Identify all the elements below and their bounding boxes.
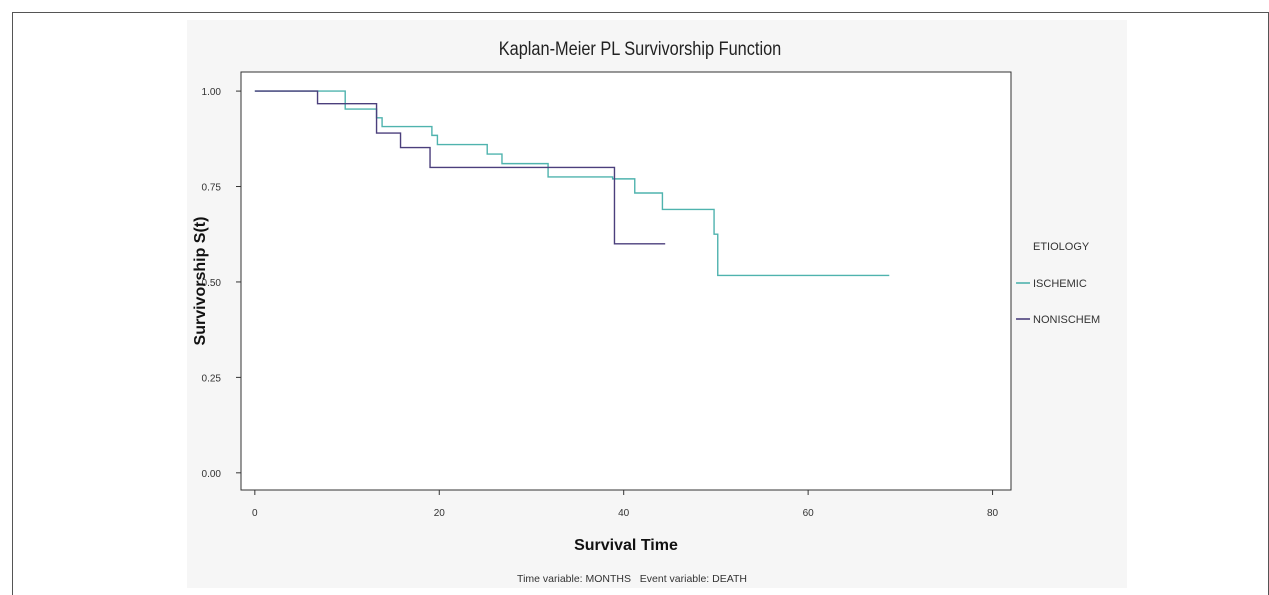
y-axis-label: Survivorship S(t) <box>192 217 209 346</box>
axis-ticks: 0 20 40 60 80 0.00 0.25 0.50 0.75 1.00 <box>202 87 999 519</box>
x-tick-label: 20 <box>434 508 446 519</box>
y-tick-label: 0.50 <box>202 278 222 289</box>
legend-label-ischemic: ISCHEMIC <box>1033 278 1087 290</box>
series-ischemic-line <box>254 90 890 277</box>
legend: ETIOLOGY ISCHEMIC NONISCHEM <box>1016 241 1100 326</box>
legend-title: ETIOLOGY <box>1033 241 1090 253</box>
chart-title: Kaplan-Meier PL Survivorship Function <box>499 38 781 59</box>
series-lines <box>254 90 890 277</box>
y-tick-label: 1.00 <box>202 87 222 98</box>
x-tick-label: 0 <box>252 508 258 519</box>
legend-label-nonischem: NONISCHEM <box>1033 314 1100 326</box>
y-tick-label: 0.25 <box>202 373 222 384</box>
series-nonischem-line <box>254 90 666 245</box>
x-axis-label: Survival Time <box>574 537 678 554</box>
x-tick-label: 80 <box>987 508 999 519</box>
y-tick-label: 0.00 <box>202 469 222 480</box>
x-tick-label: 60 <box>803 508 815 519</box>
x-tick-label: 40 <box>618 508 630 519</box>
y-tick-label: 0.75 <box>202 183 222 194</box>
footnote: Time variable: MONTHS Event variable: DE… <box>517 573 747 585</box>
plot-area <box>240 71 1012 491</box>
